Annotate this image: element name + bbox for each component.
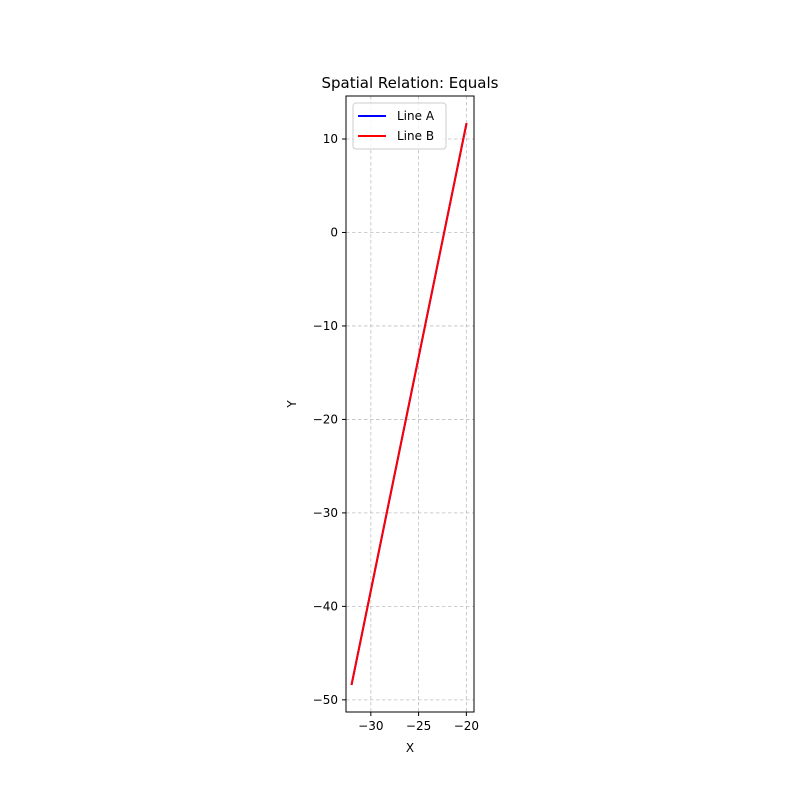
y-tick-label: 10 xyxy=(323,132,338,146)
legend-label: Line A xyxy=(397,109,435,123)
y-tick-label: −50 xyxy=(313,693,338,707)
series-layer xyxy=(350,122,468,686)
series-line-b xyxy=(350,122,468,686)
x-axis-label: X xyxy=(406,741,414,755)
y-tick-label: −30 xyxy=(313,506,338,520)
legend: Line A Line B xyxy=(352,102,447,150)
legend-label: Line B xyxy=(397,129,434,143)
ticks-layer: −30 −25 −20 10 0 −10 −20 −30 −40 −50 xyxy=(313,132,479,733)
y-tick-label: −10 xyxy=(313,319,338,333)
chart-title: Spatial Relation: Equals xyxy=(322,74,499,92)
plot-frame xyxy=(345,95,475,713)
x-tick-label: −30 xyxy=(358,719,383,733)
y-tick-label: 0 xyxy=(330,225,338,239)
y-axis-label: Y xyxy=(285,400,299,409)
x-tick-label: −25 xyxy=(406,719,431,733)
x-tick-label: −20 xyxy=(454,719,479,733)
y-tick-label: −40 xyxy=(313,599,338,613)
y-tick-label: −20 xyxy=(313,412,338,426)
legend-box xyxy=(352,102,447,150)
